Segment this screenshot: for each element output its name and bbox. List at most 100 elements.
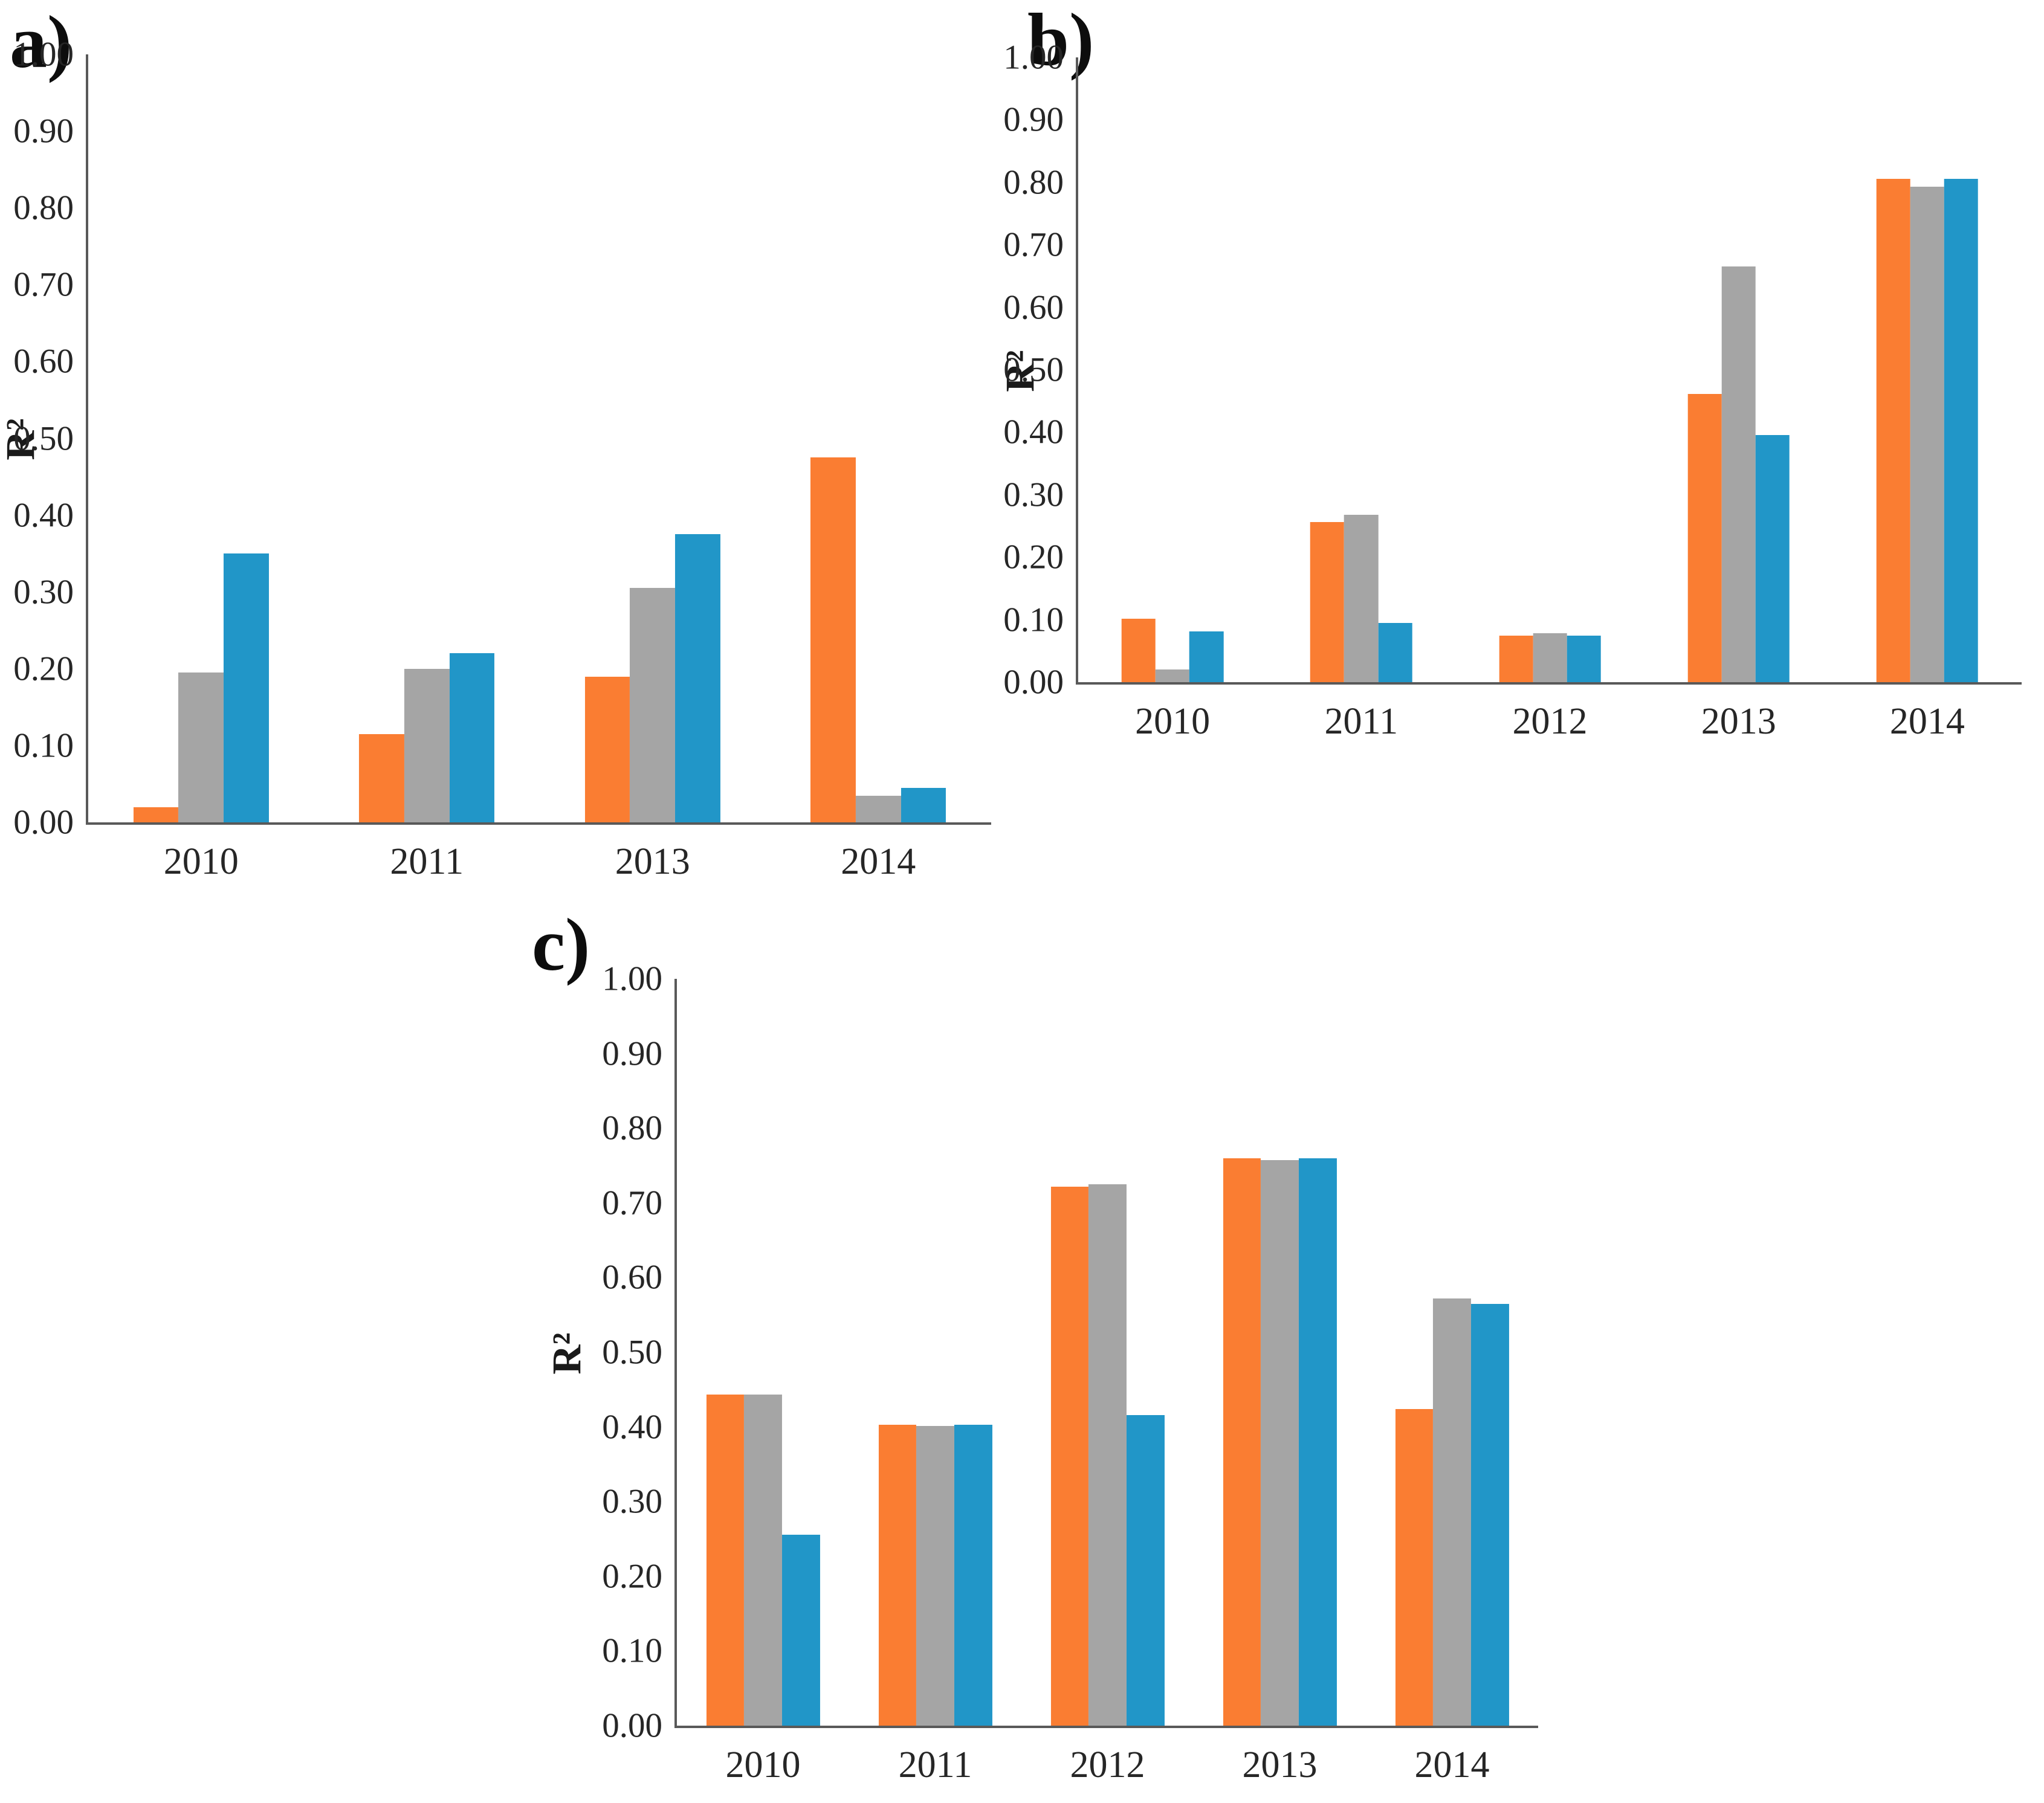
category-group-2013: 2013 [540,54,766,880]
bar-groups: 2010 2011 2013 2014 [88,54,991,880]
y-tick-label-0.10: 0.10 [602,1631,662,1670]
bar-cluster-2010 [1121,57,1224,682]
y-tick-label-0.00: 0.00 [13,803,74,842]
y-tick-label-0.30: 0.30 [602,1482,662,1521]
bar-cluster-2013 [1687,57,1790,682]
bar-series-1-orange-2014 [810,457,856,822]
y-tick-label-0.70: 0.70 [602,1184,662,1222]
y-tick-label-0.80: 0.80 [13,189,74,227]
category-group-2011: 2011 [1267,57,1455,740]
bar-series-2-gray-2011 [404,668,450,822]
bar-series-3-blue-2011 [449,653,495,822]
category-group-2013: 2013 [1645,57,1833,740]
y-tick-label-0.80: 0.80 [602,1109,662,1147]
panel-a-letter: a) [10,1,73,83]
y-tick-label-0.50: 0.50 [602,1333,662,1372]
bar-series-3-blue-2012 [1567,636,1601,682]
y-tick-label-0.00: 0.00 [602,1706,662,1745]
bar-series-1-orange-2014 [1395,1408,1434,1726]
category-group-2011: 2011 [314,54,540,880]
bar-series-2-gray-2013 [1261,1160,1299,1726]
bar-groups: 2010 2011 2012 2013 2014 [677,979,1538,1784]
y-tick-label-0.10: 0.10 [13,726,74,765]
bar-cluster-2014 [1876,57,1979,682]
bar-series-1-orange-2010 [706,1395,745,1726]
category-group-2012: 2012 [1455,57,1644,740]
x-tick-label-2013: 2013 [1701,701,1776,742]
panel-c-y-axis-title: R² [543,1332,590,1375]
panel-b-letter: b) [1027,0,1095,81]
y-tick-label-0.30: 0.30 [13,573,74,611]
y-tick-label-0.60: 0.60 [1003,288,1064,327]
y-tick-label-0.00: 0.00 [1003,663,1064,702]
bar-groups: 2010 2011 2012 2013 2014 [1078,57,2022,740]
x-tick-label-2014: 2014 [1889,701,1965,742]
bar-cluster-2011 [1310,57,1412,682]
bar-cluster-2012 [1050,979,1165,1726]
bar-series-3-blue-2011 [1378,622,1412,682]
bar-series-2-gray-2012 [1533,633,1567,682]
bar-cluster-2011 [878,979,992,1726]
y-tick-label-0.50: 0.50 [1003,350,1064,389]
bar-series-2-gray-2010 [178,672,224,822]
bar-series-3-blue-2013 [1755,434,1790,682]
x-tick-label-2014: 2014 [841,841,916,882]
bar-series-1-orange-2011 [1310,522,1345,682]
bar-series-1-orange-2012 [1050,1186,1089,1726]
y-tick-label-0.60: 0.60 [602,1258,662,1297]
bar-series-3-blue-2010 [781,1534,820,1726]
bar-series-3-blue-2010 [224,553,269,822]
bar-series-1-orange-2013 [584,676,630,822]
bar-series-2-gray-2011 [916,1426,954,1726]
bar-cluster-2011 [359,54,495,822]
bar-series-1-orange-2014 [1876,178,1910,682]
bar-series-3-blue-2013 [675,534,720,822]
bar-series-1-orange-2013 [1223,1158,1261,1726]
y-tick-label-0.50: 0.50 [13,419,74,457]
bar-series-3-blue-2014 [1470,1303,1509,1726]
y-tick-label-0.90: 0.90 [1003,100,1064,139]
y-tick-label-1.00: 1.00 [1003,38,1064,77]
x-tick-label-2013: 2013 [1242,1744,1318,1785]
category-group-2011: 2011 [849,979,1021,1784]
category-group-2010: 2010 [88,54,314,880]
category-group-2014: 2014 [1366,979,1538,1784]
bar-series-2-gray-2014 [1910,187,1944,682]
bar-series-1-orange-2011 [359,734,404,822]
bar-series-2-gray-2013 [1721,266,1756,682]
y-tick-label-0.90: 0.90 [13,112,74,150]
category-group-2014: 2014 [1833,57,2022,740]
bar-cluster-2013 [584,54,720,822]
y-tick-label-0.80: 0.80 [1003,163,1064,202]
bar-series-1-orange-2013 [1687,394,1722,682]
x-tick-label-2012: 2012 [1070,1744,1145,1785]
y-tick-label-0.90: 0.90 [602,1034,662,1073]
panel-c-letter: c) [532,903,590,986]
y-tick-label-1.00: 1.00 [13,35,74,74]
bar-series-1-orange-2012 [1499,636,1533,682]
bar-series-1-orange-2011 [878,1424,917,1726]
bar-series-2-gray-2012 [1088,1184,1127,1726]
x-tick-label-2013: 2013 [615,841,690,882]
bar-cluster-2012 [1499,57,1601,682]
bar-series-2-gray-2011 [1344,514,1379,682]
x-tick-label-2011: 2011 [390,841,464,882]
x-tick-label-2011: 2011 [1324,701,1399,742]
y-tick-label-0.70: 0.70 [13,265,74,304]
y-tick-label-0.30: 0.30 [1003,476,1064,514]
bar-series-1-orange-2010 [133,807,179,822]
y-tick-label-0.40: 0.40 [1003,413,1064,451]
x-tick-label-2010: 2010 [163,841,239,882]
bar-cluster-2010 [706,979,820,1726]
bar-series-2-gray-2014 [855,795,901,822]
bar-series-3-blue-2014 [1944,178,1979,682]
bar-series-1-orange-2010 [1121,618,1156,682]
x-tick-label-2010: 2010 [1135,701,1211,742]
bar-series-3-blue-2011 [954,1424,992,1726]
y-tick-label-1.00: 1.00 [602,960,662,998]
x-tick-label-2010: 2010 [725,1744,801,1785]
y-tick-label-0.20: 0.20 [13,650,74,688]
bar-series-2-gray-2014 [1433,1298,1471,1726]
bar-series-2-gray-2010 [744,1395,782,1726]
